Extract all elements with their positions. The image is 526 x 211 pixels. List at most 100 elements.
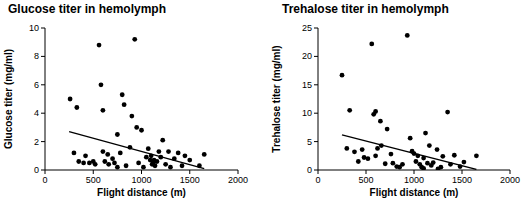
point xyxy=(101,149,106,154)
point xyxy=(163,162,168,167)
y-tick xyxy=(314,170,318,171)
y-axis-label: Glucose titer (mg/ml) xyxy=(3,49,14,149)
point xyxy=(176,151,181,156)
point xyxy=(378,119,383,124)
point xyxy=(115,132,120,137)
y-tick xyxy=(41,28,45,29)
point xyxy=(440,154,445,159)
point xyxy=(101,108,106,113)
y-tick xyxy=(41,113,45,114)
point xyxy=(144,155,149,160)
point xyxy=(72,151,77,156)
point xyxy=(106,162,111,167)
point xyxy=(373,109,378,114)
point xyxy=(146,146,151,151)
point xyxy=(436,166,441,170)
x-tick xyxy=(93,170,94,174)
y-tick-label: 5 xyxy=(307,137,312,147)
point xyxy=(183,153,188,158)
point xyxy=(452,153,457,158)
point xyxy=(414,159,419,164)
x-tick xyxy=(366,170,367,174)
y-tick-label: 0 xyxy=(34,165,39,175)
point xyxy=(81,161,86,166)
point xyxy=(83,153,88,158)
fit-line xyxy=(342,135,476,170)
point xyxy=(421,166,426,170)
y-tick-label: 25 xyxy=(302,23,312,33)
y-tick xyxy=(314,113,318,114)
point xyxy=(180,163,185,168)
y-tick-label: 2 xyxy=(34,137,39,147)
x-tick xyxy=(510,170,511,174)
point xyxy=(120,92,125,97)
point xyxy=(139,128,144,133)
y-tick xyxy=(41,141,45,142)
chart-0: Glucose titer in hemolymph05001000150020… xyxy=(3,2,248,198)
point xyxy=(431,160,436,165)
point xyxy=(141,165,146,170)
point xyxy=(150,162,155,167)
y-axis-label: Trehalose titer (mg/ml) xyxy=(271,45,282,152)
y-axis xyxy=(318,28,319,170)
point xyxy=(383,161,388,166)
point xyxy=(76,159,81,164)
point xyxy=(375,146,380,151)
x-tick-label: 1500 xyxy=(452,175,472,185)
point xyxy=(74,105,79,110)
point xyxy=(156,149,161,154)
point xyxy=(134,125,139,130)
x-tick xyxy=(141,170,142,174)
x-tick-label: 2000 xyxy=(228,175,248,185)
point xyxy=(115,165,120,170)
point xyxy=(155,159,160,164)
x-axis-label: Flight distance (m) xyxy=(370,187,459,198)
point xyxy=(166,149,171,154)
point xyxy=(187,158,192,163)
y-axis xyxy=(45,28,46,170)
y-tick xyxy=(314,56,318,57)
y-tick-label: 15 xyxy=(302,80,312,90)
figure: Glucose titer in hemolymph05001000150020… xyxy=(0,0,526,211)
point xyxy=(423,131,428,136)
point xyxy=(136,161,141,166)
point xyxy=(202,152,207,157)
point xyxy=(122,102,127,107)
point xyxy=(445,110,450,115)
point xyxy=(344,146,349,151)
y-tick xyxy=(41,84,45,85)
plot-area xyxy=(340,33,479,170)
y-tick-label: 10 xyxy=(302,108,312,118)
point xyxy=(427,143,432,148)
x-axis-label: Flight distance (m) xyxy=(97,187,186,198)
point xyxy=(118,151,123,156)
y-tick-label: 0 xyxy=(307,165,312,175)
point xyxy=(105,152,110,157)
point xyxy=(369,42,374,47)
fit-line xyxy=(69,132,204,169)
point xyxy=(389,152,394,157)
point xyxy=(97,43,102,48)
x-tick xyxy=(189,170,190,174)
point xyxy=(408,136,413,141)
x-tick-label: 1000 xyxy=(131,175,151,185)
x-tick-label: 0 xyxy=(42,175,47,185)
y-tick xyxy=(41,56,45,57)
point xyxy=(168,165,173,170)
point xyxy=(347,108,352,113)
point xyxy=(405,33,410,38)
point xyxy=(385,127,390,132)
point xyxy=(124,163,129,168)
point xyxy=(390,161,395,166)
x-tick xyxy=(462,170,463,174)
x-tick xyxy=(414,170,415,174)
point xyxy=(360,147,365,152)
point xyxy=(93,162,98,167)
title: Trehalose titer in hemolymph xyxy=(282,2,449,16)
y-tick-label: 8 xyxy=(34,51,39,61)
y-tick-label: 10 xyxy=(29,23,39,33)
point xyxy=(340,73,345,78)
y-tick xyxy=(314,141,318,142)
point xyxy=(99,82,104,87)
y-tick xyxy=(314,28,318,29)
